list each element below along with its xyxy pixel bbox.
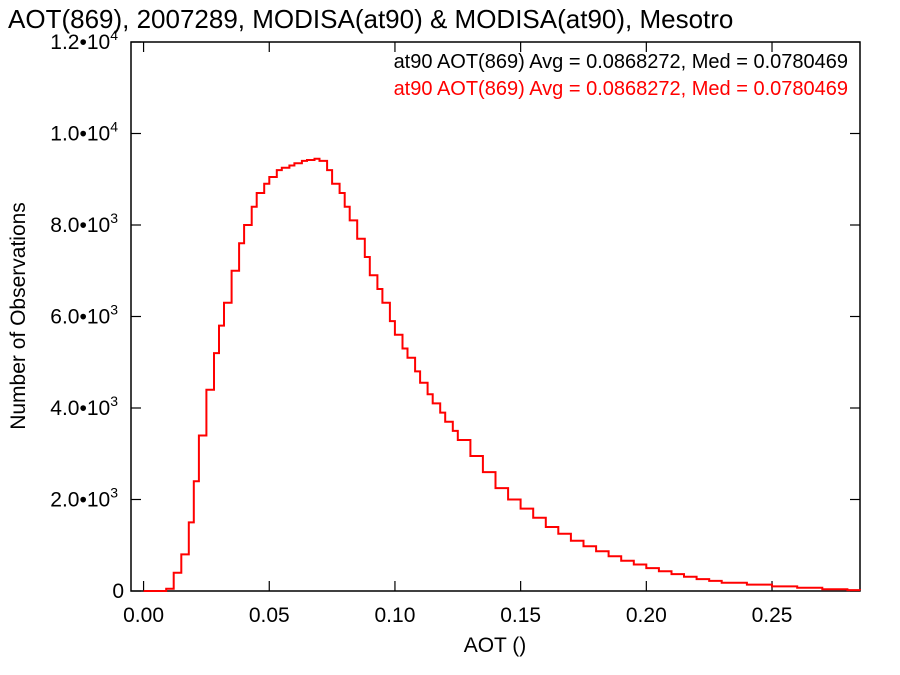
y-axis-label: Number of Observations xyxy=(7,202,30,430)
y-tick-label: 1.2•104 xyxy=(50,27,118,54)
y-tick-label: 6.0•103 xyxy=(50,302,118,329)
x-tick-label: 0.20 xyxy=(626,604,667,627)
y-tick-label: 2.0•103 xyxy=(50,485,118,512)
stats-annotation-black: at90 AOT(869) Avg = 0.0868272, Med = 0.0… xyxy=(394,51,848,73)
y-tick-label: 1.0•104 xyxy=(50,119,118,146)
x-tick-label: 0.15 xyxy=(500,604,541,627)
histogram-series-line xyxy=(143,157,861,592)
plot-frame xyxy=(130,41,861,592)
y-tick-label: 4.0•103 xyxy=(50,393,118,420)
y-tick-label: 0 xyxy=(112,580,124,603)
y-axis-ticks: 0 2.0•103 4.0•103 6.0•103 8.0•103 1.0•104 1.2•… xyxy=(50,27,860,603)
x-axis-ticks: 0.00 0.05 0.10 0.15 0.20 0.25 xyxy=(123,42,792,627)
chart-title: AOT(869), 2007289, MODISA(at90) & MODISA… xyxy=(8,4,733,34)
x-tick-label: 0.00 xyxy=(123,604,164,627)
x-tick-label: 0.05 xyxy=(249,604,290,627)
y-tick-label: 8.0•103 xyxy=(50,210,118,237)
x-tick-label: 0.10 xyxy=(375,604,416,627)
x-axis-label: AOT () xyxy=(464,634,527,657)
x-tick-label: 0.25 xyxy=(752,604,793,627)
stats-annotation-red: at90 AOT(869) Avg = 0.0868272, Med = 0.0… xyxy=(394,78,848,100)
